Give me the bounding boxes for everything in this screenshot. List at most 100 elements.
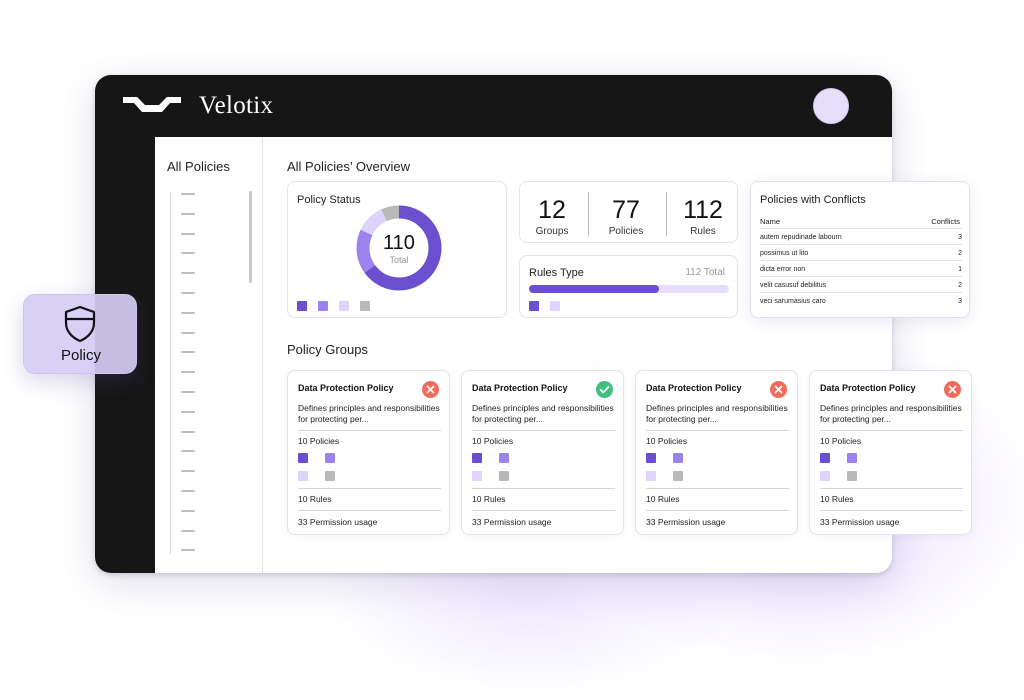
group-permission-usage: 33 Permission usage xyxy=(298,517,378,527)
sidebar-item-placeholder[interactable] xyxy=(181,549,195,552)
groups-label: Groups xyxy=(535,226,569,237)
sidebar-item-placeholder[interactable] xyxy=(181,430,195,433)
rules-type-card: Rules Type 112 Total xyxy=(519,255,738,318)
sidebar-item-placeholder[interactable] xyxy=(181,212,195,215)
conflict-row[interactable]: autem repudinade labourn 3 xyxy=(760,228,962,244)
error-icon xyxy=(422,381,439,398)
sidebar-item-placeholder[interactable] xyxy=(181,232,195,235)
sidebar-item-placeholder[interactable] xyxy=(181,351,195,354)
divider xyxy=(820,510,963,511)
policy-group-card[interactable]: Data Protection Policy Defines principles… xyxy=(287,370,450,535)
conflict-count: 3 xyxy=(958,298,962,305)
group-swatch xyxy=(820,471,830,481)
policy-group-card[interactable]: Data Protection Policy Defines principles… xyxy=(635,370,798,535)
legend-swatch xyxy=(529,301,539,311)
conflict-row[interactable]: possimus ut lito 2 xyxy=(760,244,962,260)
sidebar-item-placeholder[interactable] xyxy=(181,391,195,393)
top-bar: Velotix xyxy=(95,75,892,137)
group-permission-usage: 33 Permission usage xyxy=(646,517,726,527)
divider xyxy=(472,488,615,489)
sidebar-item-placeholder[interactable] xyxy=(181,450,195,453)
rules-label: Rules xyxy=(690,226,716,237)
group-swatch xyxy=(673,453,683,463)
policies-label: Policies xyxy=(608,226,644,237)
group-description: Defines principles and responsibilities … xyxy=(646,403,788,424)
sidebar-item-placeholder[interactable] xyxy=(181,410,195,413)
sidebar-item-placeholder[interactable] xyxy=(181,490,195,492)
shield-icon xyxy=(64,305,96,343)
conflict-count: 2 xyxy=(958,282,962,289)
policy-group-card[interactable]: Data Protection Policy Defines principles… xyxy=(809,370,972,535)
groups-count: 12 xyxy=(538,196,566,224)
sidebar-item-placeholder[interactable] xyxy=(181,272,195,275)
group-swatch xyxy=(298,471,308,481)
legend-swatch xyxy=(318,301,328,311)
group-policies-count: 10 Policies xyxy=(298,436,340,446)
stats-divider xyxy=(588,192,589,236)
group-title: Data Protection Policy xyxy=(646,383,742,393)
policy-badge-label: Policy xyxy=(60,347,101,364)
group-swatch xyxy=(499,471,509,481)
group-swatch xyxy=(820,453,830,463)
divider xyxy=(298,510,441,511)
sidebar-item-placeholder[interactable] xyxy=(181,311,195,314)
sidebar-item-placeholder[interactable] xyxy=(181,193,195,195)
policies-count: 77 xyxy=(612,196,640,224)
conflict-count: 3 xyxy=(958,234,962,241)
group-policies-count: 10 Policies xyxy=(646,436,688,446)
conflicts-col-count: Conflicts xyxy=(931,217,960,226)
group-swatch xyxy=(646,453,656,463)
sidebar-item-placeholder[interactable] xyxy=(181,509,195,512)
group-title: Data Protection Policy xyxy=(298,383,394,393)
sidebar-item-placeholder[interactable] xyxy=(181,470,195,473)
stats-card: 12 Groups 77 Policies 112 Rules xyxy=(519,181,738,243)
error-icon xyxy=(770,381,787,398)
velotix-logo-icon xyxy=(123,97,181,112)
group-rules-count: 10 Rules xyxy=(472,494,506,504)
policy-sidebar: All Policies xyxy=(155,137,263,573)
sidebar-item-placeholder[interactable] xyxy=(181,252,195,255)
sidebar-scrollbar[interactable] xyxy=(249,191,252,283)
group-swatch xyxy=(298,453,308,463)
conflict-row[interactable]: dicta error non 1 xyxy=(760,260,962,276)
group-permission-usage: 33 Permission usage xyxy=(472,517,552,527)
conflict-name: veci sarumasius caro xyxy=(760,298,826,305)
overview-title: All Policies’ Overview xyxy=(287,159,411,174)
group-description: Defines principles and responsibilities … xyxy=(298,403,440,424)
conflict-count: 2 xyxy=(958,250,962,257)
policy-badge[interactable]: Policy xyxy=(23,294,137,374)
group-policies-count: 10 Policies xyxy=(472,436,514,446)
policy-status-card: Policy Status 110 Total xyxy=(287,181,507,318)
donut-total-value: 110 xyxy=(383,232,415,254)
conflict-name: dicta error non xyxy=(760,266,806,273)
group-swatch xyxy=(673,471,683,481)
group-description: Defines principles and responsibilities … xyxy=(472,403,614,424)
sidebar-item-placeholder[interactable] xyxy=(181,529,195,532)
stats-divider xyxy=(666,192,667,236)
legend-swatch xyxy=(339,301,349,311)
divider xyxy=(298,430,441,431)
legend-swatch xyxy=(297,301,307,311)
sidebar-title: All Policies xyxy=(167,159,230,174)
sidebar-item-placeholder[interactable] xyxy=(181,292,195,294)
sidebar-item-placeholder[interactable] xyxy=(181,371,195,374)
conflict-row[interactable]: veci sarumasius caro 3 xyxy=(760,292,962,308)
conflicts-card: Policies with Conflicts Name Conflicts a… xyxy=(750,181,970,318)
divider xyxy=(298,488,441,489)
conflict-row[interactable]: velit casusuf debilitus 2 xyxy=(760,276,962,292)
rules-count: 112 xyxy=(683,196,723,224)
group-title: Data Protection Policy xyxy=(472,383,568,393)
user-avatar[interactable] xyxy=(813,88,849,124)
group-swatch xyxy=(325,453,335,463)
sidebar-item-placeholder[interactable] xyxy=(181,331,195,334)
group-swatch xyxy=(472,471,482,481)
donut-total-label: Total xyxy=(389,255,409,265)
rules-type-title: Rules Type xyxy=(529,267,584,279)
policy-groups-title: Policy Groups xyxy=(287,342,368,357)
policy-status-title: Policy Status xyxy=(297,194,361,206)
policy-group-card[interactable]: Data Protection Policy Defines principles… xyxy=(461,370,624,535)
divider xyxy=(472,430,615,431)
group-rules-count: 10 Rules xyxy=(820,494,854,504)
conflicts-col-name: Name xyxy=(760,217,781,226)
brand-name: Velotix xyxy=(199,92,274,119)
